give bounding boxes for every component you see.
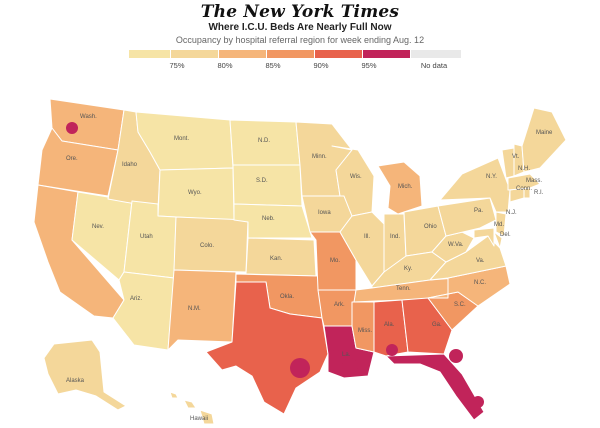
state-texas[interactable] (205, 281, 329, 415)
label-ohio: Ohio (424, 224, 437, 230)
legend-label-95: 95% (361, 61, 377, 70)
label-miss: Miss. (358, 328, 372, 334)
label-ore: Ore. (66, 156, 78, 162)
state-mich[interactable] (377, 161, 423, 215)
label-sc: S.C. (454, 302, 466, 308)
state-mass[interactable] (507, 173, 541, 191)
hotspot-miami (472, 396, 484, 408)
state-fla[interactable] (385, 353, 485, 421)
legend-swatch-below-75 (129, 50, 170, 58)
state-ga[interactable] (401, 297, 453, 355)
label-iowa: Iowa (318, 210, 331, 216)
label-va: Va. (476, 258, 485, 264)
label-ny: N.Y. (486, 174, 497, 180)
hotspots-layer (66, 122, 484, 408)
label-conn: Conn. (516, 186, 532, 192)
legend-swatch-no-data (411, 50, 461, 58)
label-mass: Mass. (526, 178, 542, 184)
label-mich: Mich. (398, 184, 413, 190)
label-mont: Mont. (174, 136, 189, 142)
hotspot-jacksonville (449, 349, 463, 363)
state-maine[interactable] (521, 107, 567, 173)
state-nm[interactable] (167, 269, 237, 351)
state-ariz[interactable] (112, 271, 175, 351)
label-tenn: Tenn. (396, 286, 411, 292)
label-wyo: Wyo. (188, 190, 202, 196)
label-nc: N.C. (474, 280, 486, 286)
label-colo: Colo. (200, 243, 214, 249)
label-ark: Ark. (334, 302, 345, 308)
label-wva: W.Va. (448, 242, 464, 248)
legend-swatch-90 (315, 50, 362, 58)
label-sd: S.D. (256, 178, 268, 184)
label-okla: Okla. (280, 294, 294, 300)
state-va[interactable] (429, 235, 507, 281)
label-ind: Ind. (390, 234, 400, 240)
state-md[interactable] (473, 227, 495, 247)
label-maine: Maine (536, 130, 553, 136)
state-sd[interactable] (232, 164, 303, 207)
label-del: Del. (500, 232, 511, 238)
masthead-logo: The New York Times (200, 2, 400, 22)
label-mo: Mo. (330, 258, 340, 264)
label-nj: N.J. (506, 210, 517, 216)
us-icu-occupancy-map: Wash. Ore. Idaho Mont. Wyo. Nev. Utah Co… (33, 98, 567, 425)
map-title: Where I.C.U. Beds Are Nearly Full Now (208, 22, 392, 33)
color-legend: 75% 80% 85% 90% 95% No data (129, 50, 461, 74)
state-wis[interactable] (331, 145, 375, 217)
hotspot-houston (290, 358, 310, 378)
state-labels: Wash. Ore. Idaho Mont. Wyo. Nev. Utah Co… (66, 114, 553, 422)
legend-label-85: 85% (265, 61, 281, 70)
label-ri: R.I. (534, 190, 544, 196)
label-wash: Wash. (80, 114, 97, 120)
state-ny[interactable] (439, 157, 511, 213)
state-pa[interactable] (437, 197, 497, 237)
label-pa: Pa. (474, 208, 483, 214)
label-utah: Utah (140, 234, 153, 240)
label-kan: Kan. (270, 256, 283, 262)
label-alaska: Alaska (66, 378, 85, 384)
map-subtitle: Occupancy by hospital referral region fo… (175, 35, 425, 45)
label-minn: Minn. (312, 154, 327, 160)
legend-label-80: 80% (217, 61, 233, 70)
label-vt: Vt. (512, 154, 520, 160)
legend-label-no-data: No data (420, 61, 448, 70)
state-nc[interactable] (427, 265, 511, 307)
states-layer (33, 98, 567, 425)
hotspot-seattle (66, 122, 78, 134)
state-del[interactable] (493, 231, 503, 249)
label-ky: Ky. (404, 266, 413, 272)
label-neb: Neb. (262, 216, 275, 222)
label-la: La. (342, 352, 351, 358)
label-idaho: Idaho (122, 162, 138, 168)
label-hawaii: Hawaii (190, 416, 208, 422)
label-nev: Nev. (92, 224, 104, 230)
label-ill: Ill. (364, 234, 370, 240)
state-nj[interactable] (495, 211, 507, 237)
state-hawaii[interactable] (169, 391, 215, 425)
hotspot-new-orleans (342, 358, 358, 374)
label-nh: N.H. (518, 166, 530, 172)
hotspot-mobile (386, 344, 398, 356)
state-ark[interactable] (317, 289, 357, 327)
hotspot-baton-rouge (330, 350, 342, 362)
state-alaska[interactable] (43, 339, 127, 411)
label-nm: N.M. (188, 306, 201, 312)
legend-swatch-80 (219, 50, 266, 58)
state-miss[interactable] (351, 301, 375, 353)
label-ga: Ga. (432, 322, 442, 328)
state-ore[interactable] (37, 127, 119, 197)
legend-label-90: 90% (313, 61, 329, 70)
legend-swatch-85 (267, 50, 314, 58)
legend-swatch-75 (171, 50, 218, 58)
label-ala: Ala. (384, 322, 395, 328)
state-ala[interactable] (373, 299, 409, 357)
label-wis: Wis. (350, 174, 362, 180)
label-ariz: Ariz. (130, 296, 142, 302)
legend-label-75: 75% (169, 61, 185, 70)
label-nd: N.D. (258, 138, 270, 144)
label-md: Md. (494, 222, 504, 228)
legend-swatch-95 (363, 50, 410, 58)
